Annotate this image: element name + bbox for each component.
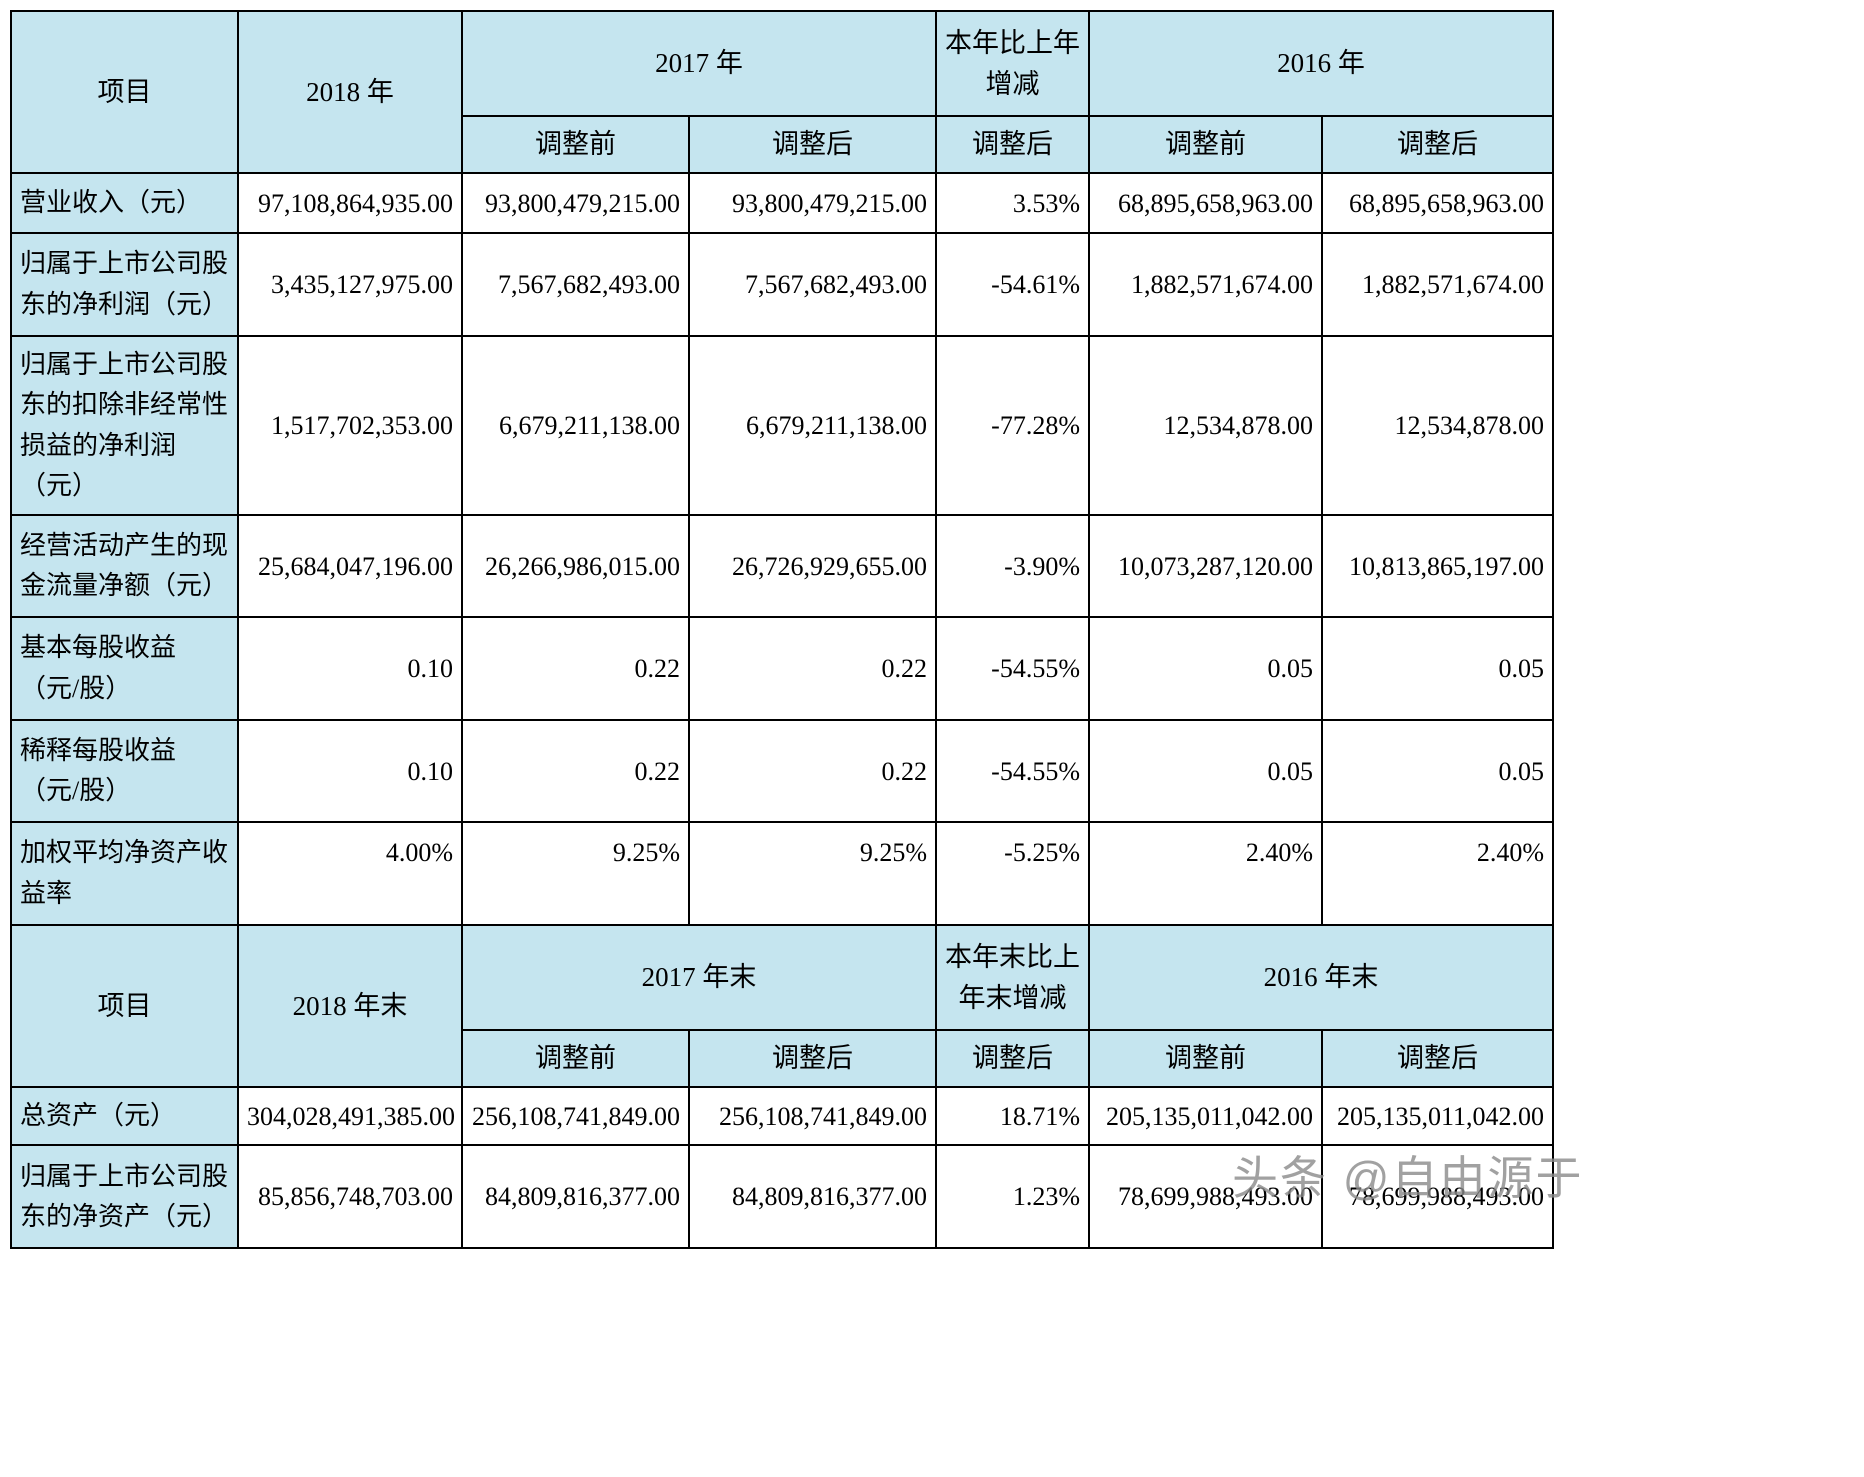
- value-cell: 97,108,864,935.00: [237, 172, 463, 234]
- value-cell: 25,684,047,196.00: [237, 514, 463, 619]
- report-page: 项目 2018 年 2017 年 本年比上年增减 2016 年 调整前 调整后 …: [10, 10, 1554, 1250]
- value-cell: 84,809,816,377.00: [688, 1144, 937, 1250]
- t2-subheader-yoy-after: 调整后: [935, 1029, 1090, 1089]
- value-cell: 18.71%: [935, 1086, 1090, 1147]
- t1-header-2018: 2018 年: [237, 10, 463, 174]
- value-cell: 78,699,988,493.00: [1088, 1144, 1323, 1250]
- value-cell: 68,895,658,963.00: [1088, 172, 1323, 234]
- value-cell: 10,073,287,120.00: [1088, 514, 1323, 619]
- row-weighted-avg-roe: 加权平均净资产收益率 4.00% 9.25% 9.25% -5.25% 2.40…: [10, 821, 1554, 927]
- t2-header-item: 项目: [10, 924, 239, 1089]
- annual-results-table: 项目 2018 年 2017 年 本年比上年增减 2016 年 调整前 调整后 …: [10, 10, 1554, 927]
- value-cell: 304,028,491,385.00: [237, 1086, 463, 1147]
- value-cell: 2.40%: [1321, 821, 1554, 927]
- t1-subheader-2017-before: 调整前: [461, 115, 690, 174]
- row-operating-revenue: 营业收入（元） 97,108,864,935.00 93,800,479,215…: [10, 172, 1554, 234]
- value-cell: 0.05: [1088, 616, 1323, 722]
- row-total-assets: 总资产（元） 304,028,491,385.00 256,108,741,84…: [10, 1086, 1554, 1147]
- t1-subheader-2016-before: 调整前: [1088, 115, 1323, 174]
- value-cell: 93,800,479,215.00: [461, 172, 690, 234]
- row-label: 归属于上市公司股东的净资产（元）: [10, 1144, 239, 1250]
- t2-header-2016-end: 2016 年末: [1088, 924, 1554, 1032]
- year-end-balance-table: 项目 2018 年末 2017 年末 本年末比上年末增减 2016 年末 调整前…: [10, 924, 1554, 1250]
- row-net-assets-attributable: 归属于上市公司股东的净资产（元） 85,856,748,703.00 84,80…: [10, 1144, 1554, 1250]
- t1-header-2016: 2016 年: [1088, 10, 1554, 117]
- value-cell: 205,135,011,042.00: [1088, 1086, 1323, 1147]
- value-cell: 12,534,878.00: [1321, 334, 1554, 517]
- value-cell: 0.05: [1321, 616, 1554, 722]
- t2-header-2017-end: 2017 年末: [461, 924, 937, 1032]
- row-operating-cash-flow: 经营活动产生的现金流量净额（元） 25,684,047,196.00 26,26…: [10, 514, 1554, 619]
- value-cell: -54.61%: [935, 232, 1090, 337]
- value-cell: 2.40%: [1088, 821, 1323, 927]
- row-label: 加权平均净资产收益率: [10, 821, 239, 927]
- row-net-profit-attributable: 归属于上市公司股东的净利润（元） 3,435,127,975.00 7,567,…: [10, 232, 1554, 337]
- value-cell: 3.53%: [935, 172, 1090, 234]
- value-cell: 7,567,682,493.00: [688, 232, 937, 337]
- value-cell: 0.05: [1088, 719, 1323, 824]
- row-label: 稀释每股收益（元/股）: [10, 719, 239, 824]
- value-cell: 0.10: [237, 616, 463, 722]
- value-cell: 6,679,211,138.00: [688, 334, 937, 517]
- value-cell: 0.22: [688, 719, 937, 824]
- value-cell: 84,809,816,377.00: [461, 1144, 690, 1250]
- value-cell: -3.90%: [935, 514, 1090, 619]
- value-cell: 0.05: [1321, 719, 1554, 824]
- row-label: 经营活动产生的现金流量净额（元）: [10, 514, 239, 619]
- t2-subheader-2017-after: 调整后: [688, 1029, 937, 1089]
- value-cell: 7,567,682,493.00: [461, 232, 690, 337]
- value-cell: 12,534,878.00: [1088, 334, 1323, 517]
- value-cell: 256,108,741,849.00: [688, 1086, 937, 1147]
- t1-header-2017: 2017 年: [461, 10, 937, 117]
- value-cell: 93,800,479,215.00: [688, 172, 937, 234]
- row-label: 营业收入（元）: [10, 172, 239, 234]
- value-cell: 9.25%: [461, 821, 690, 927]
- value-cell: 1.23%: [935, 1144, 1090, 1250]
- value-cell: 6,679,211,138.00: [461, 334, 690, 517]
- value-cell: -54.55%: [935, 616, 1090, 722]
- t1-header-yoy: 本年比上年增减: [935, 10, 1090, 117]
- value-cell: 205,135,011,042.00: [1321, 1086, 1554, 1147]
- row-label: 归属于上市公司股东的净利润（元）: [10, 232, 239, 337]
- value-cell: -77.28%: [935, 334, 1090, 517]
- value-cell: 1,882,571,674.00: [1088, 232, 1323, 337]
- value-cell: -5.25%: [935, 821, 1090, 927]
- row-basic-eps: 基本每股收益（元/股） 0.10 0.22 0.22 -54.55% 0.05 …: [10, 616, 1554, 722]
- value-cell: 256,108,741,849.00: [461, 1086, 690, 1147]
- row-diluted-eps: 稀释每股收益（元/股） 0.10 0.22 0.22 -54.55% 0.05 …: [10, 719, 1554, 824]
- value-cell: 1,882,571,674.00: [1321, 232, 1554, 337]
- row-label: 总资产（元）: [10, 1086, 239, 1147]
- value-cell: 85,856,748,703.00: [237, 1144, 463, 1250]
- value-cell: 0.10: [237, 719, 463, 824]
- value-cell: 0.22: [688, 616, 937, 722]
- t1-subheader-2017-after: 调整后: [688, 115, 937, 174]
- t2-subheader-2016-after: 调整后: [1321, 1029, 1554, 1089]
- value-cell: 26,726,929,655.00: [688, 514, 937, 619]
- t2-subheader-2016-before: 调整前: [1088, 1029, 1323, 1089]
- t2-header-2018-end: 2018 年末: [237, 924, 463, 1089]
- value-cell: 26,266,986,015.00: [461, 514, 690, 619]
- row-label: 基本每股收益（元/股）: [10, 616, 239, 722]
- t2-subheader-2017-before: 调整前: [461, 1029, 690, 1089]
- value-cell: 9.25%: [688, 821, 937, 927]
- value-cell: 0.22: [461, 616, 690, 722]
- row-net-profit-excl-nonrecurring: 归属于上市公司股东的扣除非经常性损益的净利润（元） 1,517,702,353.…: [10, 334, 1554, 517]
- t1-header-item: 项目: [10, 10, 239, 174]
- value-cell: 1,517,702,353.00: [237, 334, 463, 517]
- row-label: 归属于上市公司股东的扣除非经常性损益的净利润（元）: [10, 334, 239, 517]
- value-cell: 4.00%: [237, 821, 463, 927]
- t1-subheader-2016-after: 调整后: [1321, 115, 1554, 174]
- value-cell: 0.22: [461, 719, 690, 824]
- value-cell: -54.55%: [935, 719, 1090, 824]
- value-cell: 10,813,865,197.00: [1321, 514, 1554, 619]
- value-cell: 68,895,658,963.00: [1321, 172, 1554, 234]
- value-cell: 78,699,988,493.00: [1321, 1144, 1554, 1250]
- t2-header-yoy: 本年末比上年末增减: [935, 924, 1090, 1032]
- value-cell: 3,435,127,975.00: [237, 232, 463, 337]
- t1-subheader-yoy-after: 调整后: [935, 115, 1090, 174]
